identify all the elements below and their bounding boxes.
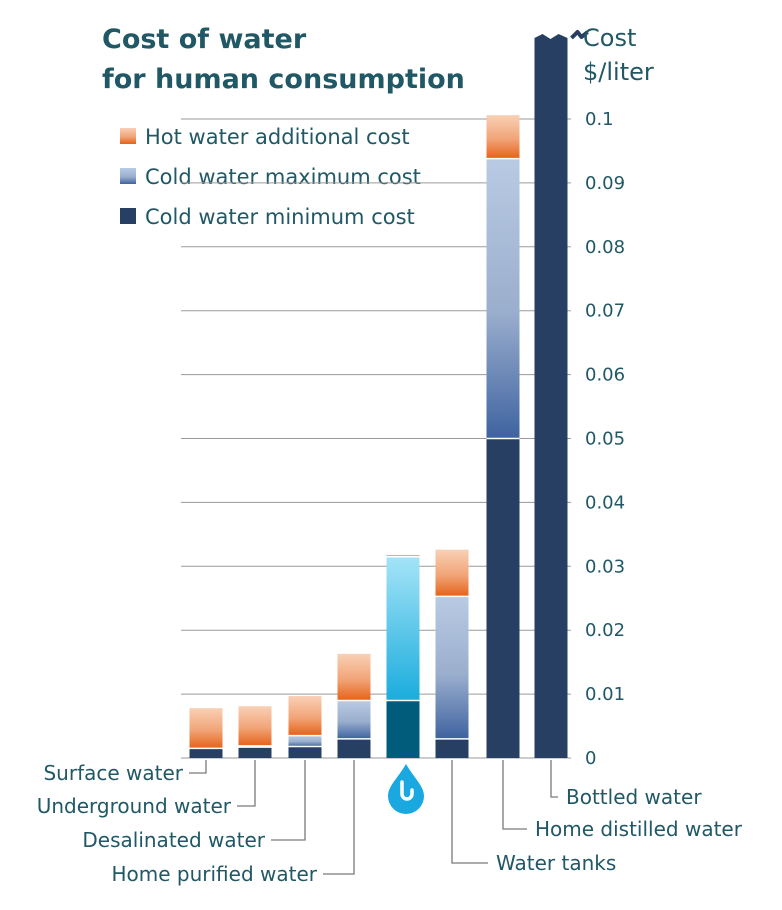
category-leader-line	[502, 760, 527, 830]
y-axis-ticks: 0 0.01 0.02 0.03 0.04 0.05 0.06 0.07 0.08 0.09 0.1	[585, 109, 625, 769]
bar-segment-max	[486, 158, 520, 439]
legend-swatch-max	[120, 168, 136, 184]
legend-label-max: Cold water maximum cost	[145, 165, 421, 189]
bar-segment-min-clipped	[534, 34, 568, 119]
bar-segment-min	[534, 119, 568, 758]
bar-segment-max	[386, 556, 420, 701]
y-tick-label: 0.03	[585, 556, 625, 577]
category-leader-line	[271, 760, 306, 841]
category-label: Home purified water	[111, 862, 317, 886]
bar-segment-min	[288, 746, 322, 758]
category-leader-line	[323, 760, 355, 875]
y-axis-title-line-2: $/liter	[583, 58, 654, 86]
bar-segment-hot	[288, 696, 322, 736]
legend-swatch-hot	[120, 128, 136, 144]
y-tick-label: 0.02	[585, 620, 625, 641]
legend-label-hot: Hot water additional cost	[145, 125, 410, 149]
category-leaders	[189, 760, 558, 875]
bar-segment-hot	[337, 653, 371, 701]
bar-segment-hot	[189, 708, 223, 749]
category-leader-line	[237, 760, 256, 807]
bar-segment-min	[435, 738, 469, 758]
bar-segment-min	[238, 747, 272, 758]
bar-segment-max	[337, 700, 371, 739]
bar-segment-max	[288, 735, 322, 747]
category-leader-line	[189, 760, 207, 774]
y-tick-label: 0.1	[585, 109, 614, 130]
bar-segment-max	[435, 596, 469, 739]
category-label: Home distilled water	[535, 817, 743, 841]
y-tick-label: 0.04	[585, 492, 625, 513]
y-tick-label: 0.05	[585, 429, 625, 450]
category-leader-line	[550, 760, 558, 798]
bars	[189, 30, 589, 758]
category-labels: Surface water Underground water Desalinate…	[37, 761, 743, 886]
chart-title-line-2: for human consumption	[102, 64, 465, 95]
y-tick-label: 0.07	[585, 301, 625, 322]
category-label: Water tanks	[496, 851, 616, 875]
category-label: Bottled water	[566, 785, 702, 809]
y-tick-label: 0.09	[585, 173, 625, 194]
bar-segment-hot	[486, 115, 520, 159]
y-tick-label: 0	[585, 748, 596, 769]
bar-segment-hot	[238, 706, 272, 746]
legend: Hot water additional cost Cold water max…	[120, 125, 421, 229]
y-axis-title-line-1: Cost	[583, 24, 636, 52]
category-label: Underground water	[37, 794, 232, 818]
category-label: Surface water	[43, 761, 183, 785]
chart-title-line-1: Cost of water	[102, 24, 307, 55]
category-label: Desalinated water	[82, 828, 265, 852]
bar-segment-min	[386, 700, 420, 758]
category-leader-line	[451, 760, 488, 864]
bar-segment-hot	[435, 549, 469, 597]
legend-swatch-min	[120, 208, 136, 224]
axis-break-mark	[570, 30, 589, 40]
y-tick-label: 0.08	[585, 237, 625, 258]
y-tick-label: 0.01	[585, 684, 625, 705]
legend-label-min: Cold water minimum cost	[145, 205, 415, 229]
water-drop-icon	[388, 764, 424, 814]
bar-segment-min	[189, 748, 223, 758]
bar-segment-min	[486, 438, 520, 758]
y-tick-label: 0.06	[585, 365, 625, 386]
bar-segment-min	[337, 738, 371, 758]
